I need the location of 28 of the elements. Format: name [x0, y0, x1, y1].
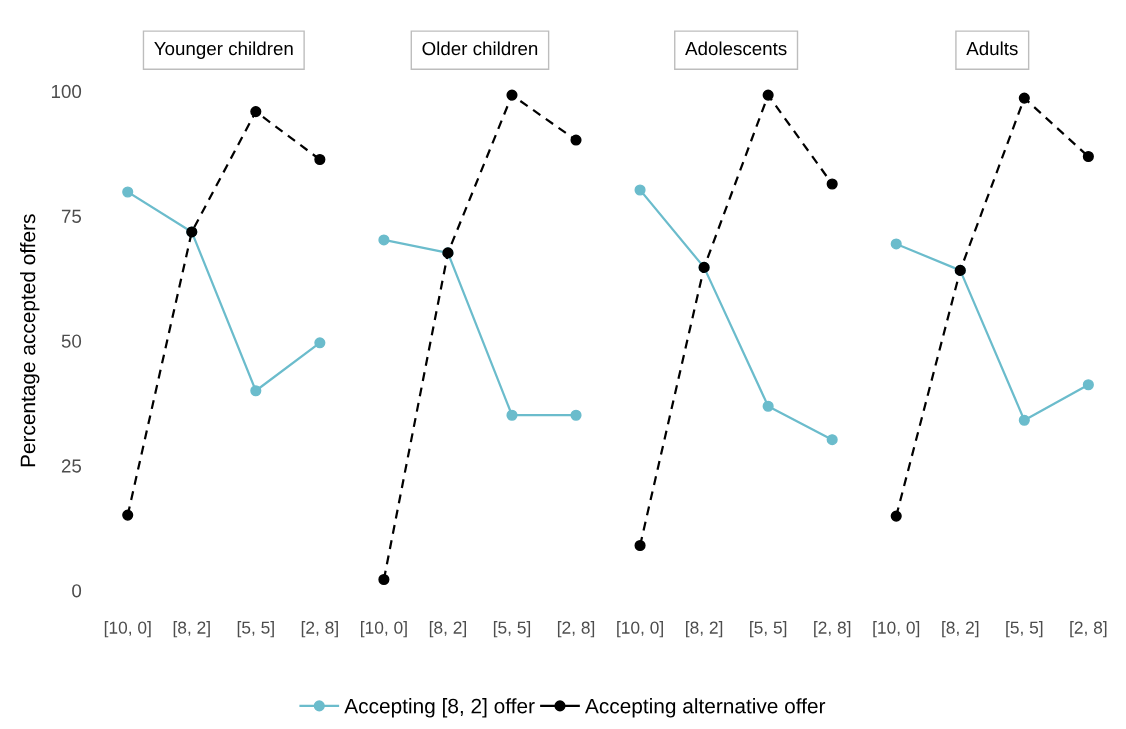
x-tick-label: [2, 8] [557, 621, 595, 638]
x-tick-label: [5, 5] [237, 621, 274, 638]
chart-title: Adolescents [685, 41, 787, 56]
chart-title: Adults [966, 41, 1018, 56]
x-tick-label: [10, 0] [873, 621, 920, 638]
x-tick-label: [10, 0] [361, 621, 407, 638]
x-tick-label: [2, 8] [1070, 621, 1107, 638]
x-tick-label: [10, 0] [104, 621, 151, 638]
y-tick-label: 25 [61, 459, 82, 473]
y-tick-label: 50 [61, 334, 82, 348]
x-tick-label: [8, 2] [942, 621, 979, 638]
chart-title: Younger children [154, 41, 293, 59]
x-tick-label: [10, 0] [617, 621, 663, 638]
x-tick-label: [8, 2] [173, 621, 210, 638]
x-tick-label: [2, 8] [301, 621, 338, 638]
y-tick-label: 100 [51, 84, 82, 99]
x-tick-label: [5, 5] [750, 621, 787, 638]
x-tick-label: [5, 5] [1006, 621, 1043, 638]
x-tick-label: [8, 2] [429, 621, 466, 638]
legend-label: Accepting alternative offer [585, 698, 826, 718]
legend-label: Accepting [8, 2] offer [344, 698, 535, 718]
y-tick-label: 75 [61, 209, 82, 223]
x-tick-label: [5, 5] [493, 621, 531, 638]
x-tick-label: [2, 8] [814, 621, 851, 638]
x-tick-label: [8, 2] [686, 621, 723, 638]
chart-title: Older children [422, 41, 538, 56]
y-axis-title: Percentage accepted offers [20, 214, 40, 467]
y-tick-label: 0 [72, 584, 82, 598]
